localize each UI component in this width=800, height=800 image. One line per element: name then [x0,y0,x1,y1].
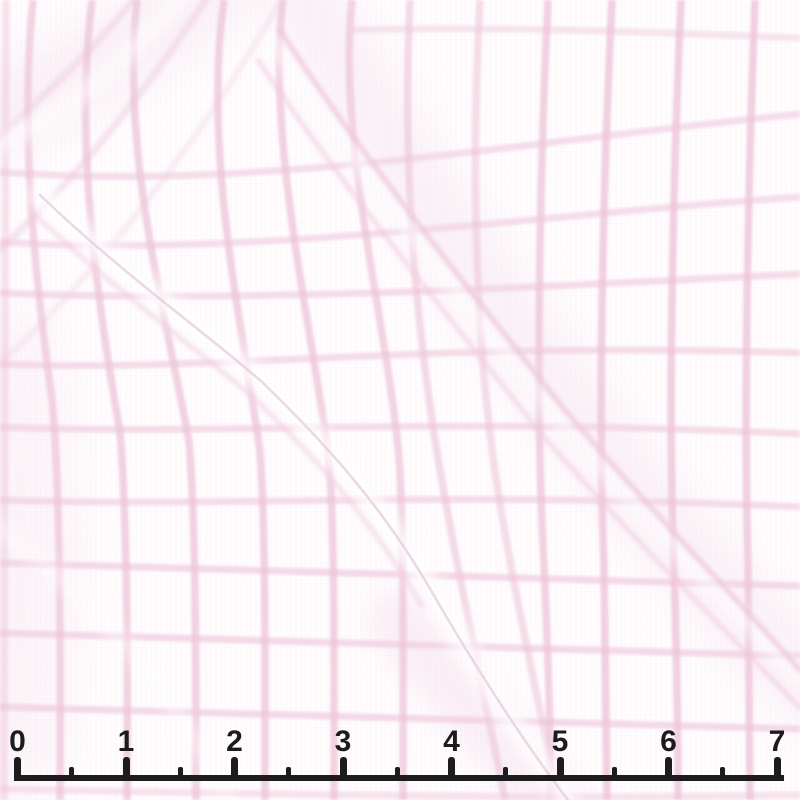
grid-line [0,0,210,254]
grid-line [0,422,800,438]
grid-line [742,0,759,800]
grid-line [351,25,800,42]
grid-line [471,0,562,800]
grid-line [0,346,800,370]
grid-line [81,0,132,800]
fold-edge-line [255,57,800,711]
grid-line [214,0,269,800]
fold-highlight [265,31,800,685]
grid-line [667,0,685,800]
fold-edge-line [38,193,570,800]
grid-line [597,0,616,800]
grid-line [0,0,10,800]
grid-vertical-lines [0,0,759,800]
grid-line [0,0,285,368]
fold-wash [0,0,255,156]
fold-highlight [0,0,187,152]
grid-line [535,0,555,800]
grid-line [0,270,800,300]
grid-line [0,110,800,181]
fold-edge-line [27,207,425,609]
fold-edge-line [277,27,800,673]
grid-line [129,0,200,800]
grid-line [0,495,800,511]
